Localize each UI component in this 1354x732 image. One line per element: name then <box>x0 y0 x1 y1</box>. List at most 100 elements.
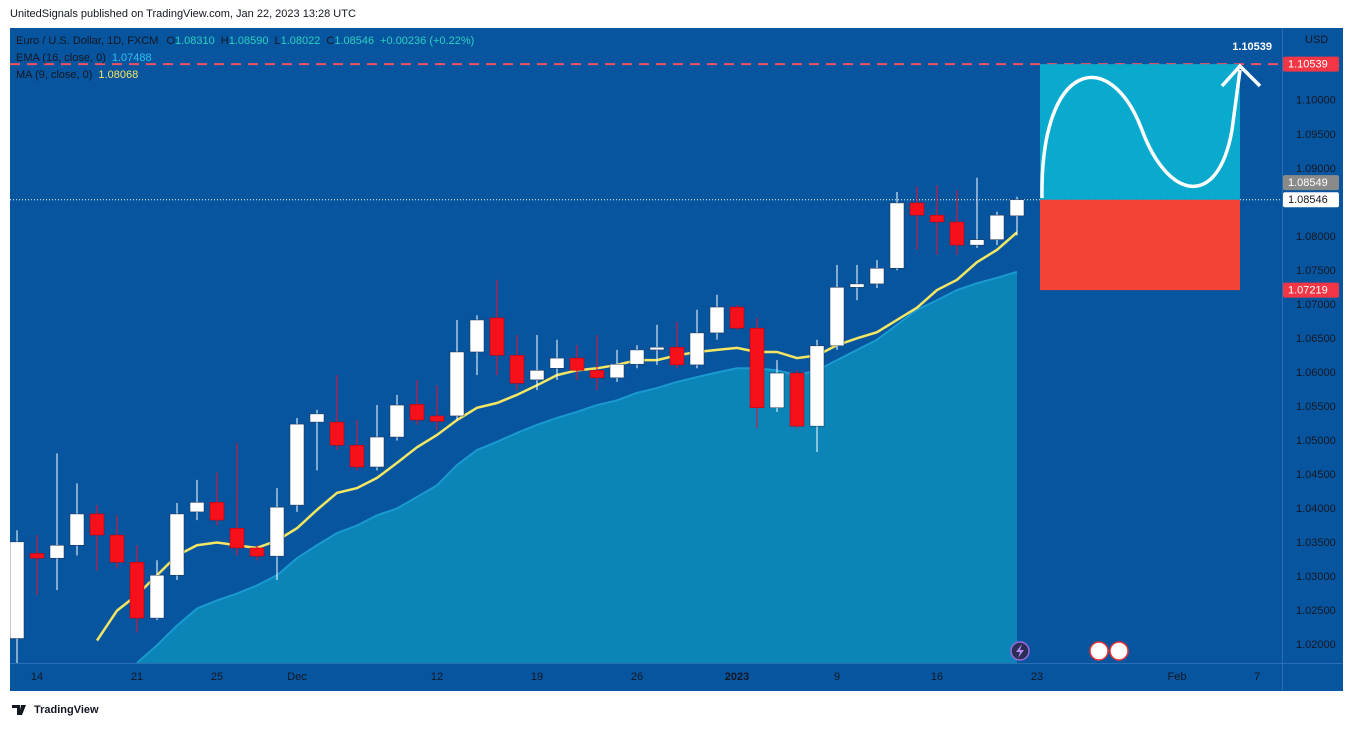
publish-header: UnitedSignals published on TradingView.c… <box>10 8 356 20</box>
y-tick-label: 1.09000 <box>1296 163 1336 175</box>
candle-body <box>429 415 445 422</box>
x-tick-label: 9 <box>834 671 840 683</box>
y-tick-label: 1.07000 <box>1296 299 1336 311</box>
candle-body <box>689 332 705 366</box>
candle-body <box>369 436 385 468</box>
candle-body <box>929 214 945 223</box>
candle-body <box>10 541 25 639</box>
flag-icon <box>1109 641 1129 661</box>
x-tick-label: Dec <box>287 671 307 683</box>
legend-ohlc-name: O <box>166 35 175 47</box>
x-tick-label: 14 <box>31 671 43 683</box>
candle-body <box>109 534 125 563</box>
legend-indicator: EMA (16, close, 0) 1.07488 <box>16 52 152 64</box>
y-tick-label: 1.03000 <box>1296 571 1336 583</box>
target-zone <box>1040 64 1240 200</box>
candle-body <box>469 319 485 353</box>
y-tick-label: 1.04000 <box>1296 503 1336 515</box>
legend-ohlc-name: H <box>221 35 229 47</box>
candle-body <box>329 421 345 446</box>
y-tick-label: 1.09500 <box>1296 129 1336 141</box>
stop-price-label: 1.07219 <box>1288 285 1328 297</box>
x-tick-label: 23 <box>1031 671 1043 683</box>
forecast-arrow <box>1220 63 1262 88</box>
x-tick-label: 19 <box>531 671 543 683</box>
candle-body <box>809 345 825 427</box>
legend-change: +0.00236 (+0.22%) <box>380 35 474 47</box>
candle-body <box>269 506 285 557</box>
ema-area <box>117 271 1017 663</box>
y-tick-label: 1.06000 <box>1296 367 1336 379</box>
indicator-value: 1.08068 <box>98 69 138 81</box>
x-tick-label: Feb <box>1168 671 1187 683</box>
y-tick-label: 1.07500 <box>1296 265 1336 277</box>
candle-body <box>289 423 305 506</box>
y-tick-label: 1.03500 <box>1296 537 1336 549</box>
x-tick-label: 26 <box>631 671 643 683</box>
target-price-label: 1.10539 <box>1288 59 1328 71</box>
candle-body <box>209 502 225 521</box>
candle-body <box>149 574 165 619</box>
candle-body <box>249 547 265 557</box>
y-tick-label: 1.06500 <box>1296 333 1336 345</box>
y-tick-label: 1.02000 <box>1296 639 1336 651</box>
legend-symbol: Euro / U.S. Dollar, 1D, FXCM <box>16 35 158 47</box>
candle-body <box>349 444 365 468</box>
candle-body <box>609 363 625 379</box>
candle-body <box>129 562 145 619</box>
indicator-name: EMA (16, close, 0) <box>16 52 106 64</box>
candle-body <box>229 527 245 549</box>
y-tick-label: 1.05000 <box>1296 435 1336 447</box>
candle-body <box>389 404 405 438</box>
legend-ohlc-value: 1.08546 <box>334 35 374 47</box>
candle-body <box>909 202 925 216</box>
legend-ohlc-value: 1.08310 <box>175 35 215 47</box>
y-tick-label: 1.08000 <box>1296 231 1336 243</box>
last-price-label-bg <box>1283 192 1339 208</box>
candle-body <box>589 370 605 379</box>
ema-line <box>136 270 1018 663</box>
x-tick-label: 2023 <box>725 671 749 683</box>
candle-body <box>869 268 885 285</box>
candle-body <box>889 202 905 269</box>
indicator-name: MA (9, close, 0) <box>16 69 92 81</box>
legend-indicator: MA (9, close, 0) 1.08068 <box>16 69 138 81</box>
candle-body <box>789 372 805 427</box>
candle-body <box>949 221 965 246</box>
currency-label: USD <box>1305 34 1328 46</box>
candle-body <box>549 357 565 369</box>
candle-body <box>29 553 45 559</box>
candle-body <box>89 513 105 536</box>
candle-body <box>709 306 725 334</box>
candle-body <box>849 283 865 288</box>
legend-ohlc-name: L <box>274 35 280 47</box>
x-tick-label: 16 <box>931 671 943 683</box>
x-tick-label: 7 <box>1254 671 1260 683</box>
stop-zone <box>1040 199 1240 291</box>
candle-body <box>569 357 585 371</box>
y-tick-label: 1.05500 <box>1296 401 1336 413</box>
event-icon <box>1016 644 1024 658</box>
candle-body <box>969 239 985 246</box>
flag-icon <box>1089 641 1109 661</box>
tv-logo <box>12 705 26 715</box>
legend-symbol-line: Euro / U.S. Dollar, 1D, FXCM O1.08310 H 1.0… <box>16 35 474 47</box>
candle-body <box>829 287 845 347</box>
candle-body <box>649 346 665 351</box>
footer-brand: TradingView <box>34 704 99 716</box>
plot-area <box>10 63 1282 663</box>
candle-body <box>49 545 65 559</box>
candle-body <box>449 351 465 417</box>
x-tick-label: 21 <box>131 671 143 683</box>
y-tick-label: 1.02500 <box>1296 605 1336 617</box>
bid-price-label: 1.08549 <box>1288 177 1328 189</box>
target-price-label-bg <box>1283 56 1339 72</box>
target-big-label: 1.10539 <box>1232 41 1272 53</box>
candle-body <box>749 327 765 409</box>
candle-body <box>189 502 205 513</box>
candle-body <box>529 370 545 381</box>
last-price-label: 1.08546 <box>1288 194 1328 206</box>
candle-body <box>769 372 785 409</box>
candle-body <box>489 317 505 356</box>
